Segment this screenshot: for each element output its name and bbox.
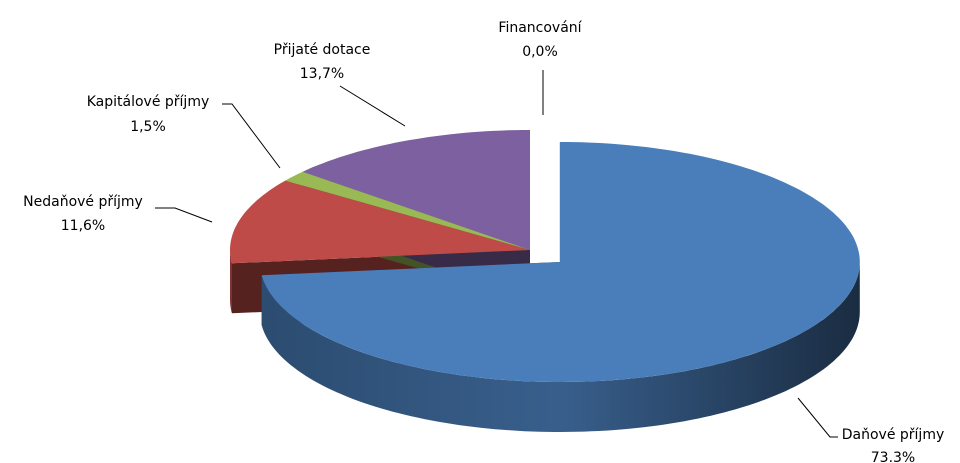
slice-label: Nedaňové příjmy <box>23 194 143 210</box>
slice-label: Přijaté dotace <box>274 42 371 58</box>
pie <box>230 130 860 432</box>
slice-value-label: 1,5% <box>130 119 166 135</box>
leader-line <box>222 103 281 169</box>
leader-line <box>339 85 406 127</box>
slice-label: Kapitálové příjmy <box>87 94 210 110</box>
leader-line <box>155 207 213 223</box>
leader-line <box>797 397 838 438</box>
slice-rim <box>230 250 232 314</box>
slice <box>302 130 530 250</box>
slice-value-label: 73.3% <box>871 450 915 463</box>
slice-rim <box>261 262 860 432</box>
slice <box>285 171 530 250</box>
slice-value-label: 13,7% <box>300 66 344 82</box>
slice-value-label: 0,0% <box>522 44 558 60</box>
slice-value-label: 11,6% <box>61 218 105 234</box>
slice <box>230 180 530 264</box>
slice-label: Daňové příjmy <box>842 427 945 443</box>
slice <box>261 142 860 382</box>
slice-label: Financování <box>498 20 582 36</box>
